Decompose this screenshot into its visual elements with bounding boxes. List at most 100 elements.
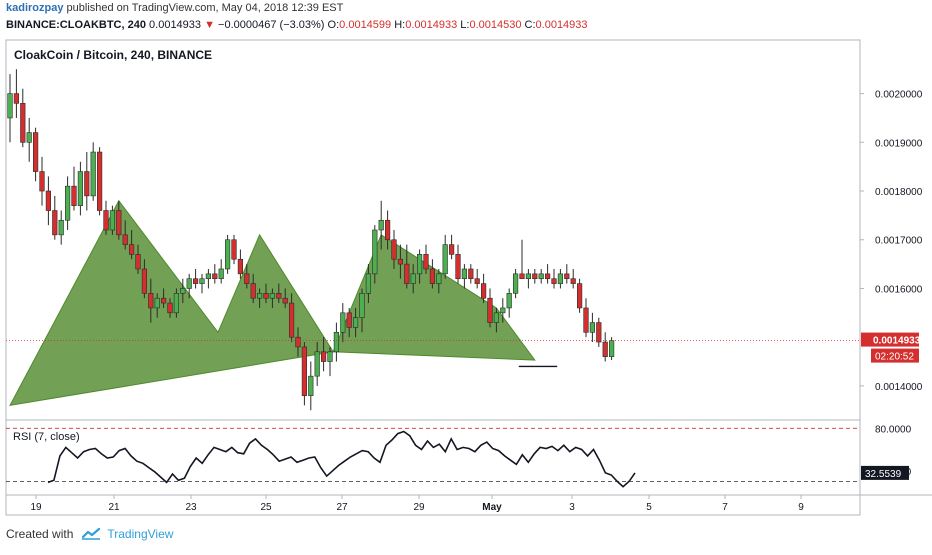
candle-body-77	[500, 307, 506, 314]
tradingview-logo-icon	[82, 528, 101, 540]
candle-body-80	[519, 273, 525, 280]
candle-body-40	[263, 293, 269, 299]
candle-body-20	[135, 254, 141, 270]
candle-body-74	[480, 283, 487, 299]
candle-body-37	[244, 273, 250, 284]
candle-body-79	[512, 273, 519, 294]
candle-body-7	[52, 210, 58, 236]
current-price-label: 0.0014933	[873, 336, 921, 347]
price-tick-label-3: 0.0017000	[875, 236, 923, 247]
chart-title: CloakCoin / Bitcoin, 240, BINANCE	[14, 48, 212, 62]
candle-body-27	[180, 288, 186, 294]
candle-body-55	[359, 293, 365, 318]
candle-body-25	[167, 302, 173, 314]
time-tick-label-8: 5	[646, 502, 652, 513]
open-key: O:	[327, 19, 340, 31]
price-tick-label-4: 0.0016000	[875, 284, 923, 295]
candle-body-87	[564, 273, 570, 280]
time-tick-label-1: 21	[108, 502, 120, 513]
candle-body-82	[532, 273, 538, 280]
candle-body-19	[129, 244, 135, 255]
candle-body-71	[461, 268, 468, 280]
candle-body-10	[71, 185, 77, 206]
countdown-badge	[871, 348, 919, 363]
candle-body-34	[225, 239, 231, 270]
candle-body-33	[218, 268, 224, 280]
publish-info: kadirozpay published on TradingView.com,…	[6, 2, 343, 14]
candle-body-56	[365, 273, 372, 294]
candle-body-36	[237, 258, 244, 275]
candle-body-84	[544, 273, 551, 280]
candle-body-54	[352, 317, 359, 328]
candle-body-22	[148, 293, 154, 309]
tradingview-brand[interactable]: TradingView	[107, 527, 174, 541]
candle-body-64	[416, 254, 423, 275]
candle-body-18	[122, 234, 128, 245]
candle-body-2	[20, 103, 26, 143]
candle-body-91	[589, 322, 595, 333]
candle-body-53	[346, 312, 352, 328]
rsi-current-badge	[861, 465, 909, 480]
candle-body-14	[97, 151, 103, 211]
candle-body-12	[84, 171, 90, 197]
candle-body-70	[455, 254, 461, 280]
candle-body-42	[276, 293, 282, 299]
candle-body-39	[256, 293, 263, 299]
candle-body-66	[429, 268, 436, 284]
candle-body-51	[333, 332, 340, 353]
candle-body-3	[26, 132, 32, 143]
candle-body-90	[583, 307, 589, 333]
time-tick-label-6: May	[482, 502, 502, 513]
price-tick-label-5: 0.0014000	[875, 382, 923, 393]
candles-group	[7, 69, 615, 411]
price-change: −0.0000467 (−3.03%)	[218, 19, 325, 31]
current-price-badge	[861, 332, 919, 347]
open-value: 0.0014599	[339, 19, 392, 31]
candle-body-31	[205, 273, 212, 280]
candle-body-72	[468, 268, 474, 280]
candle-body-75	[487, 297, 493, 323]
candle-body-59	[384, 219, 391, 241]
candle-body-68	[442, 244, 448, 275]
price-tick-label-1: 0.0019000	[875, 138, 923, 149]
candle-body-43	[282, 297, 288, 304]
candle-body-88	[570, 278, 576, 284]
time-tick-label-10: 9	[798, 502, 804, 513]
candle-body-29	[193, 278, 199, 284]
low-key: L:	[460, 19, 470, 31]
candle-body-61	[397, 258, 404, 265]
time-tick-label-4: 27	[336, 502, 348, 513]
candle-body-38	[250, 283, 256, 299]
footer: Created with TradingView	[6, 527, 173, 541]
candle-body-78	[506, 293, 512, 309]
candle-body-30	[199, 278, 205, 284]
candle-body-86	[557, 273, 563, 284]
candle-body-24	[161, 297, 167, 304]
candle-body-28	[186, 278, 192, 289]
candle-body-48	[314, 351, 320, 377]
rsi-current-label: 32.5539	[865, 469, 902, 480]
candle-body-49	[320, 351, 327, 362]
candle-body-35	[231, 239, 237, 260]
author-link[interactable]: kadirozpay	[6, 2, 64, 14]
candle-body-50	[327, 351, 333, 362]
candle-body-57	[372, 229, 378, 275]
candle-body-93	[602, 341, 608, 357]
axis-group: 0.0020000 0.0019000 0.0018000 0.0017000 0.00…	[30, 90, 922, 513]
time-tick-label-0: 19	[30, 502, 42, 513]
candle-body-89	[576, 283, 583, 309]
rsi-tick-label-0: 80.0000	[875, 424, 912, 435]
down-triangle-icon: ▼	[204, 19, 215, 31]
candle-body-63	[410, 273, 416, 284]
time-tick-label-2: 23	[185, 502, 197, 513]
candle-body-85	[551, 278, 557, 284]
candle-body-46	[301, 346, 308, 396]
candle-body-0	[7, 93, 13, 119]
candle-body-32	[212, 273, 218, 280]
candle-body-65	[423, 254, 429, 270]
candle-body-58	[378, 219, 384, 231]
price-tick-label-0: 0.0020000	[875, 90, 923, 101]
candle-body-41	[269, 293, 276, 299]
